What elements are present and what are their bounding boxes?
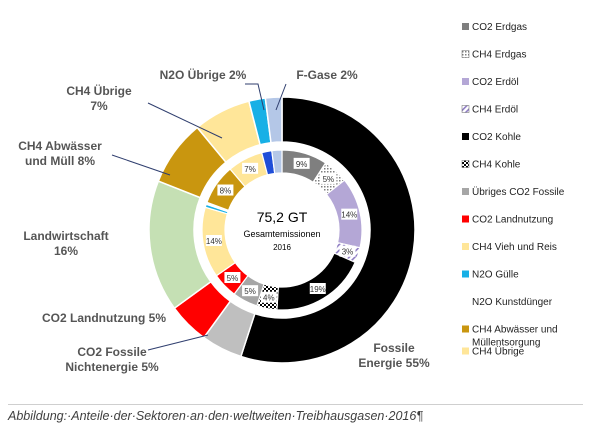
legend: CO2 Erdgas CH4 Erdgas CO2 Erdöl CH4 Erdöl CO…	[461, 22, 565, 358]
legend-label-6: Übriges CO2 Fossile	[472, 186, 565, 198]
center-total: 75,2 GT	[257, 209, 308, 225]
inner-label-bg-co2-landnutzung	[224, 272, 241, 284]
inner-label-co2-erdoel: 14%	[341, 211, 357, 220]
inner-label-bg-ch4-uebrige	[242, 162, 259, 174]
legend-label-0: CO2 Erdgas	[472, 22, 527, 33]
legend-label-11: CH4 Abwässer und Müllentsorgung	[472, 325, 558, 349]
legend-swatch-9	[462, 270, 469, 278]
legend-label-7: CO2 Landnutzung	[472, 215, 553, 226]
outer-label-ch4-uebrige: CH4 Übrige 7%	[66, 83, 132, 113]
outer-slice-fossile-energie	[239, 96, 416, 364]
outer-slice-landwirtschaft	[148, 180, 212, 310]
center-caption: Gesamtemissionen	[243, 229, 320, 239]
legend-swatch-12	[462, 347, 469, 355]
legend-label-9: N2O Gülle	[472, 270, 519, 281]
figure-caption: Abbildung:·Anteile·der·Sektoren·an·den·w…	[8, 404, 583, 427]
center-label: 75,2 GT Gesamtemissionen 2016	[243, 209, 320, 252]
inner-label-ch4-kohle: 4%	[263, 294, 275, 303]
center-year: 2016	[273, 243, 291, 252]
inner-label-bg-uebriges-co2-fossile	[242, 285, 259, 297]
legend-label-12: CH4 Übrige	[472, 346, 525, 358]
outer-label-fossile-energie: Fossile Energie 55%	[358, 341, 430, 370]
leader-ch4-uebrige	[147, 102, 223, 139]
legend-swatch-3	[461, 105, 470, 113]
legend-label-3: CH4 Erdöl	[472, 105, 518, 116]
leader-ch4-abwaesser	[111, 154, 171, 176]
inner-label-bg-ch4-erdgas	[320, 172, 337, 184]
legend-label-1: CH4 Erdgas	[472, 50, 526, 61]
inner-label-bg-ch4-kohle	[260, 291, 277, 303]
inner-label-bg-ch4-abwaesser	[217, 184, 234, 196]
inner-label-ch4-erdoel: 3%	[342, 248, 354, 257]
outer-label-ch4-abwaesser: CH4 Abwässer und Müll 8%	[18, 139, 102, 168]
outer-label-f-gase: F-Gase 2%	[296, 68, 358, 82]
legend-swatch-1	[461, 50, 470, 58]
legend-swatch-6	[462, 188, 469, 195]
outer-label-n2o-uebrige: N2O Übrige 2%	[160, 67, 247, 82]
outer-label-landwirtschaft: Landwirtschaft 16%	[23, 229, 108, 258]
legend-swatch-11	[462, 325, 469, 333]
leader-lines	[111, 83, 287, 351]
inner-label-ch4-vieh-reis: 14%	[206, 237, 222, 246]
leader-n2o-uebrige	[245, 83, 265, 111]
inner-label-uebriges-co2-fossile: 5%	[244, 287, 256, 296]
legend-swatch-5	[461, 160, 470, 168]
outer-slice-f-gase	[264, 96, 283, 144]
donut-chart: 9% 5% 14% 3% 19% 4% 5% 5% 14% 8% 7% Fossile Energie…	[18, 22, 565, 374]
legend-swatch-4	[462, 133, 469, 140]
legend-swatch-2	[462, 78, 469, 85]
legend-label-4: CO2 Kohle	[472, 132, 521, 143]
outer-label-co2-fossile-nichtenergie: CO2 Fossile Nichtenergie 5%	[65, 345, 159, 374]
legend-label-5: CH4 Kohle	[472, 160, 521, 171]
inner-label-co2-kohle: 19%	[310, 285, 326, 294]
leader-co2-fossile-nichtenergie	[147, 334, 209, 351]
inner-label-bg-co2-kohle	[309, 283, 326, 295]
outer-slice-labels: Fossile Energie 55% CO2 Fossile Nichtenergi…	[18, 67, 430, 374]
inner-label-bg-ch4-erdoel	[339, 245, 356, 257]
inner-label-bg-co2-erdoel	[341, 208, 358, 220]
legend-label-2: CO2 Erdöl	[472, 77, 519, 88]
outer-ring	[148, 96, 416, 364]
inner-label-bg-ch4-vieh-reis	[205, 235, 222, 247]
inner-label-ch4-erdgas: 5%	[323, 175, 335, 184]
outer-label-co2-landnutzung: CO2 Landnutzung 5%	[42, 311, 166, 325]
inner-label-bg-co2-erdgas	[293, 157, 310, 169]
leader-f-gase	[275, 83, 287, 111]
legend-swatch-8	[462, 243, 469, 250]
inner-slice-f-gase	[271, 149, 283, 175]
legend-label-8: CH4 Vieh und Reis	[472, 242, 557, 253]
inner-label-co2-landnutzung: 5%	[227, 274, 239, 283]
legend-swatch-0	[462, 23, 469, 30]
legend-swatch-7	[462, 215, 469, 223]
inner-label-co2-erdgas: 9%	[296, 160, 308, 169]
inner-label-ch4-abwaesser: 8%	[220, 187, 232, 196]
legend-label-10: N2O Kunstdünger	[472, 297, 553, 308]
inner-label-ch4-uebrige: 7%	[244, 165, 256, 174]
inner-slice-labels: 9% 5% 14% 3% 19% 4% 5% 5% 14% 8% 7%	[205, 157, 358, 303]
